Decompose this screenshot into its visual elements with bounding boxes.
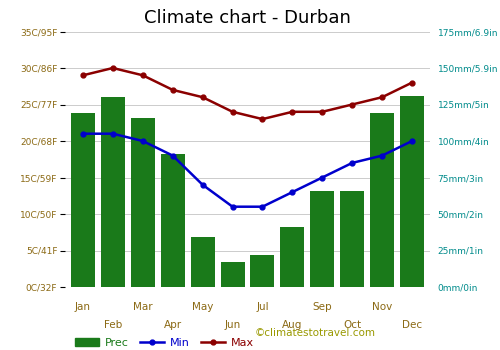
Bar <box>160 154 184 287</box>
Bar <box>250 255 274 287</box>
Text: Aug: Aug <box>282 320 302 330</box>
Text: Jul: Jul <box>256 302 269 312</box>
Text: Oct: Oct <box>343 320 361 330</box>
Bar <box>280 227 304 287</box>
Bar <box>340 191 364 287</box>
Text: May: May <box>192 302 214 312</box>
Bar <box>370 113 394 287</box>
Text: Mar: Mar <box>133 302 152 312</box>
Bar <box>310 191 334 287</box>
Text: ©climatestotravel.com: ©climatestotravel.com <box>255 328 376 338</box>
Text: Apr: Apr <box>164 320 182 330</box>
Bar <box>400 96 424 287</box>
Text: Dec: Dec <box>402 320 422 330</box>
Title: Climate chart - Durban: Climate chart - Durban <box>144 9 351 27</box>
Text: Jan: Jan <box>75 302 91 312</box>
Legend: Prec, Min, Max: Prec, Min, Max <box>70 334 258 350</box>
Bar <box>190 237 214 287</box>
Text: Jun: Jun <box>224 320 240 330</box>
Bar <box>131 118 155 287</box>
Bar <box>101 97 125 287</box>
Bar <box>71 113 95 287</box>
Text: Nov: Nov <box>372 302 392 312</box>
Bar <box>220 262 244 287</box>
Text: Feb: Feb <box>104 320 122 330</box>
Text: Sep: Sep <box>312 302 332 312</box>
